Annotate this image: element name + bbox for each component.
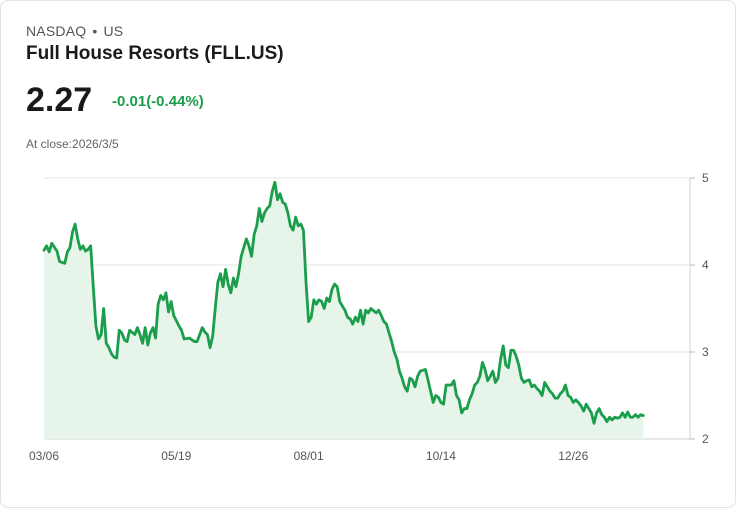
x-tick-label-10-14: 10/14 (426, 449, 456, 463)
y-tick-label-4: 4 (702, 258, 709, 272)
x-tick-label-03-06: 03/06 (29, 449, 59, 463)
y-axis: 5 4 3 2 (689, 171, 709, 446)
close-date: At close:2026/3/5 (26, 137, 119, 151)
x-tick-label-05-19: 05/19 (161, 449, 191, 463)
x-axis: 03/06 05/19 08/01 10/14 12/26 (29, 449, 589, 463)
price-change: -0.01(-0.44%) (112, 93, 204, 110)
price-line[interactable] (42, 180, 645, 425)
exchange-name: NASDAQ (26, 23, 87, 39)
x-tick-label-12-26: 12/26 (558, 449, 588, 463)
current-price: 2.27 (26, 81, 93, 119)
y-tick-label-5: 5 (702, 171, 709, 185)
market-name: US (103, 23, 124, 39)
x-tick-label-08-01: 08/01 (294, 449, 324, 463)
exchange-label: NASDAQ • US (26, 23, 123, 39)
price-chart[interactable]: 5 4 3 2 03/06 05/19 08/01 10/14 12/26 (1, 161, 736, 471)
separator-dot: • (92, 23, 98, 39)
y-tick-label-3: 3 (702, 345, 709, 359)
y-tick-label-2: 2 (702, 432, 709, 446)
company-title: Full House Resorts (FLL.US) (26, 43, 284, 64)
